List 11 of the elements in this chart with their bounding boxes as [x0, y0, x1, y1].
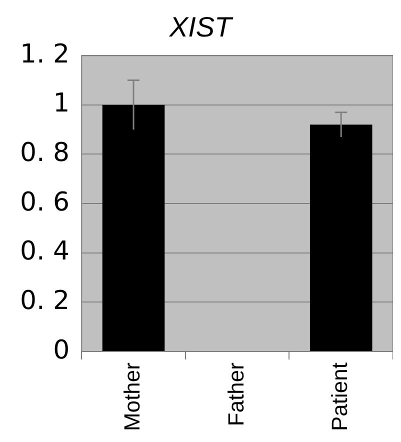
y-tick-label: 1	[53, 88, 70, 119]
x-tick-label: Father	[223, 362, 248, 426]
y-tick-label: 1. 2	[20, 39, 70, 70]
chart-title: XIST	[168, 12, 234, 43]
y-tick-label: 0. 2	[20, 286, 70, 316]
y-tick-label: 0. 6	[20, 187, 70, 218]
y-tick-label: 0	[53, 335, 70, 366]
x-tick-label: Patient	[327, 362, 352, 432]
x-tick-label: Mother	[120, 362, 145, 431]
y-tick-label: 0. 4	[20, 236, 70, 267]
y-tick-label: 0. 8	[20, 138, 70, 168]
